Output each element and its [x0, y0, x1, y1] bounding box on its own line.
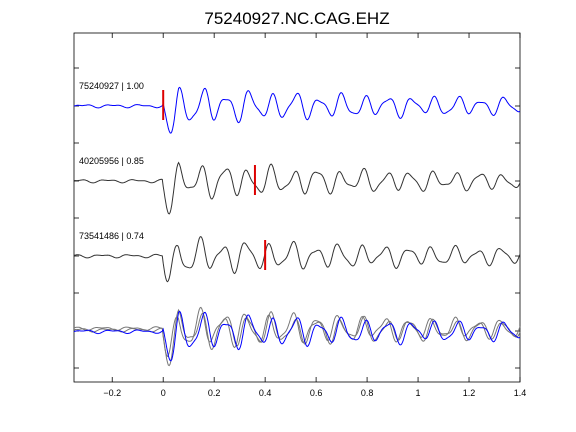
trace-label: 75240927 | 1.00: [79, 81, 144, 91]
plot-frame: [73, 32, 521, 383]
trace-line: [73, 86, 521, 134]
x-tick-label: 0.4: [259, 388, 272, 398]
trace-labels: 75240927 | 1.00 40205956 | 0.85 73541486 |…: [79, 81, 144, 241]
y-ticks: [74, 67, 520, 369]
x-tick-label: 1.2: [463, 388, 476, 398]
trace-label: 73541486 | 0.74: [79, 231, 144, 241]
chart-title: 75240927.NC.CAG.EHZ: [204, 9, 389, 28]
x-tick-label: 1: [416, 388, 421, 398]
x-axis: −0.2 0 0.2 0.4 0.6 0.8 1 1.2 1.4: [103, 33, 526, 398]
traces: [73, 86, 521, 367]
x-tick-label: 1.4: [514, 388, 527, 398]
trace-label: 40205956 | 0.85: [79, 156, 144, 166]
overlay-trace: [73, 310, 521, 362]
x-tick-label: 0.8: [361, 388, 374, 398]
x-tick-label: 0: [161, 388, 166, 398]
trace-line: [74, 161, 521, 215]
x-tick-label: 0.6: [310, 388, 323, 398]
x-tick-label: −0.2: [103, 388, 121, 398]
x-tick-label: 0.2: [208, 388, 221, 398]
trace-line: [73, 236, 521, 283]
